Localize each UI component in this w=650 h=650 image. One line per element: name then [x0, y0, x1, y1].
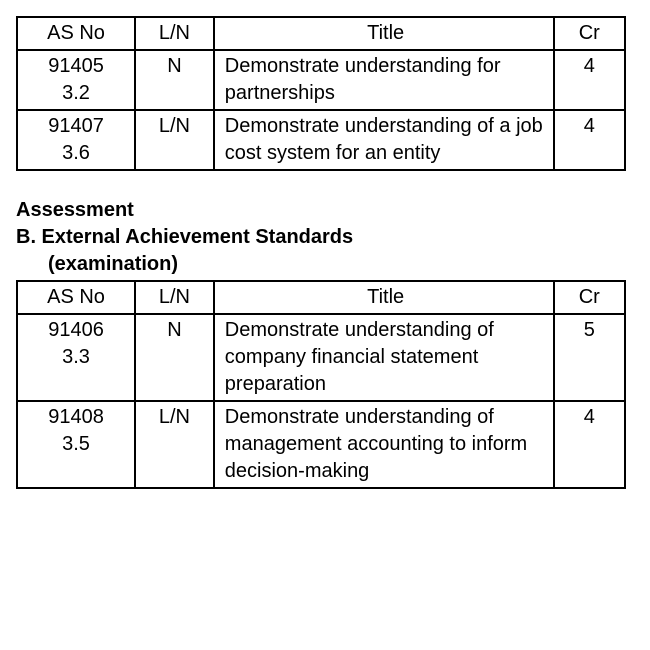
table-row: 91405 3.2 N Demonstrate understanding fo… [17, 50, 625, 110]
section-subheading: B. External Achievement Standards (exami… [16, 224, 634, 278]
col-header-title: Title [214, 281, 554, 314]
cell-title: Demonstrate understanding of company fin… [214, 314, 554, 401]
col-header-asno: AS No [17, 17, 135, 50]
col-header-asno: AS No [17, 281, 135, 314]
asno-code: 3.6 [62, 142, 90, 164]
cell-title: Demonstrate understanding of management … [214, 401, 554, 488]
col-header-title: Title [214, 17, 554, 50]
cell-asno: 91408 3.5 [17, 401, 135, 488]
asno-number: 91407 [48, 115, 104, 137]
section-sub-line2: (examination) [48, 251, 178, 278]
col-header-ln: L/N [135, 281, 214, 314]
cell-ln: N [135, 50, 214, 110]
table-header-row: AS No L/N Title Cr [17, 17, 625, 50]
cell-ln: N [135, 314, 214, 401]
cell-cr: 4 [554, 50, 625, 110]
asno-number: 91405 [48, 55, 104, 77]
section-heading: Assessment [16, 197, 634, 224]
col-header-cr: Cr [554, 17, 625, 50]
col-header-ln: L/N [135, 17, 214, 50]
table-row: 91407 3.6 L/N Demonstrate understanding … [17, 110, 625, 170]
table-row: 91408 3.5 L/N Demonstrate understanding … [17, 401, 625, 488]
asno-number: 91408 [48, 406, 104, 428]
standards-table-b: AS No L/N Title Cr 91406 3.3 N Demonstra… [16, 280, 626, 489]
cell-cr: 5 [554, 314, 625, 401]
cell-asno: 91405 3.2 [17, 50, 135, 110]
cell-cr: 4 [554, 110, 625, 170]
cell-title: Demonstrate understanding for partnershi… [214, 50, 554, 110]
table-header-row: AS No L/N Title Cr [17, 281, 625, 314]
asno-code: 3.5 [62, 433, 90, 455]
standards-table-a: AS No L/N Title Cr 91405 3.2 N Demonstra… [16, 16, 626, 171]
asno-code: 3.2 [62, 82, 90, 104]
asno-number: 91406 [48, 319, 104, 341]
cell-ln: L/N [135, 401, 214, 488]
cell-asno: 91407 3.6 [17, 110, 135, 170]
cell-cr: 4 [554, 401, 625, 488]
col-header-cr: Cr [554, 281, 625, 314]
cell-title: Demonstrate understanding of a job cost … [214, 110, 554, 170]
cell-asno: 91406 3.3 [17, 314, 135, 401]
cell-ln: L/N [135, 110, 214, 170]
asno-code: 3.3 [62, 346, 90, 368]
section-sub-line1: B. External Achievement Standards [16, 226, 353, 248]
table-row: 91406 3.3 N Demonstrate understanding of… [17, 314, 625, 401]
